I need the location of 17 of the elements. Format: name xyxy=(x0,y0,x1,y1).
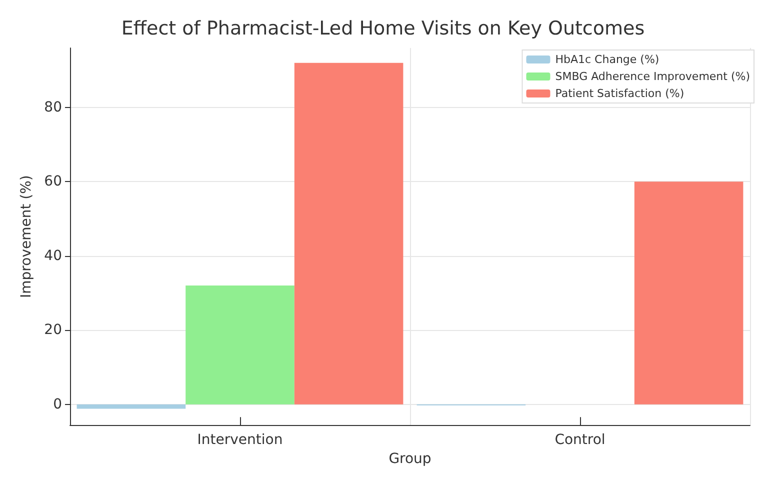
legend-label: Patient Satisfaction (%) xyxy=(555,87,684,100)
bar xyxy=(634,182,744,404)
y-tick-label: 40 xyxy=(44,248,62,264)
x-tick-label: Intervention xyxy=(197,432,283,448)
y-tick-label: 0 xyxy=(53,396,62,412)
y-axis-title: Improvement (%) xyxy=(18,175,34,298)
y-tick-label: 20 xyxy=(44,322,62,338)
legend-label: HbA1c Change (%) xyxy=(555,53,660,66)
chart-title: Effect of Pharmacist-Led Home Visits on Key Outcomes xyxy=(121,18,645,40)
y-tick-label: 80 xyxy=(44,99,62,116)
x-axis-title: Group xyxy=(388,451,432,467)
y-tick-label: 60 xyxy=(44,174,62,190)
legend-label: SMBG Adherence Improvement (%) xyxy=(555,70,750,83)
bar xyxy=(186,286,294,404)
bar xyxy=(76,404,186,409)
bar xyxy=(294,62,404,404)
x-tick-label: Control xyxy=(554,432,606,448)
